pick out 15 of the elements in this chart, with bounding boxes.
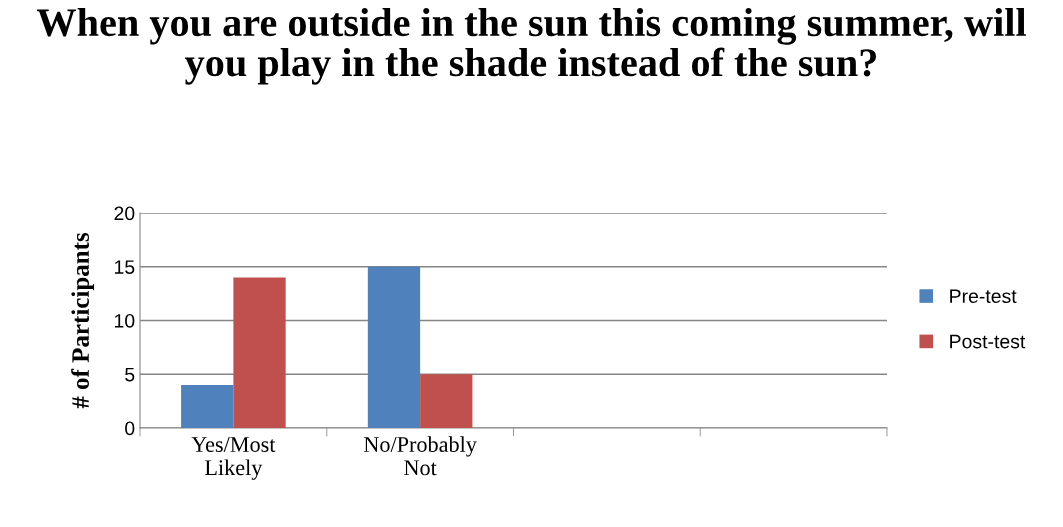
x-tick-label: Yes/Most Likely bbox=[191, 437, 276, 480]
bar bbox=[181, 385, 234, 428]
bar bbox=[233, 277, 286, 428]
chart-title: When you are outside in the sun this coming summer, will you play in the shade instead of the sun? bbox=[36, 7, 1026, 85]
bar bbox=[420, 374, 473, 428]
y-axis-title: # of Participants bbox=[71, 232, 95, 409]
y-tick-label: 20 bbox=[114, 206, 135, 221]
bar bbox=[367, 266, 421, 428]
legend-label: Post-test bbox=[950, 334, 1026, 349]
x-tick-label: No/Probably Not bbox=[363, 436, 477, 476]
y-tick-label: 15 bbox=[115, 260, 135, 274]
y-tick-label: 5 bbox=[125, 367, 135, 382]
legend-label: Pre-test bbox=[950, 289, 1017, 304]
y-tick-label: 10 bbox=[115, 313, 135, 328]
y-tick-label: 0 bbox=[125, 421, 135, 436]
